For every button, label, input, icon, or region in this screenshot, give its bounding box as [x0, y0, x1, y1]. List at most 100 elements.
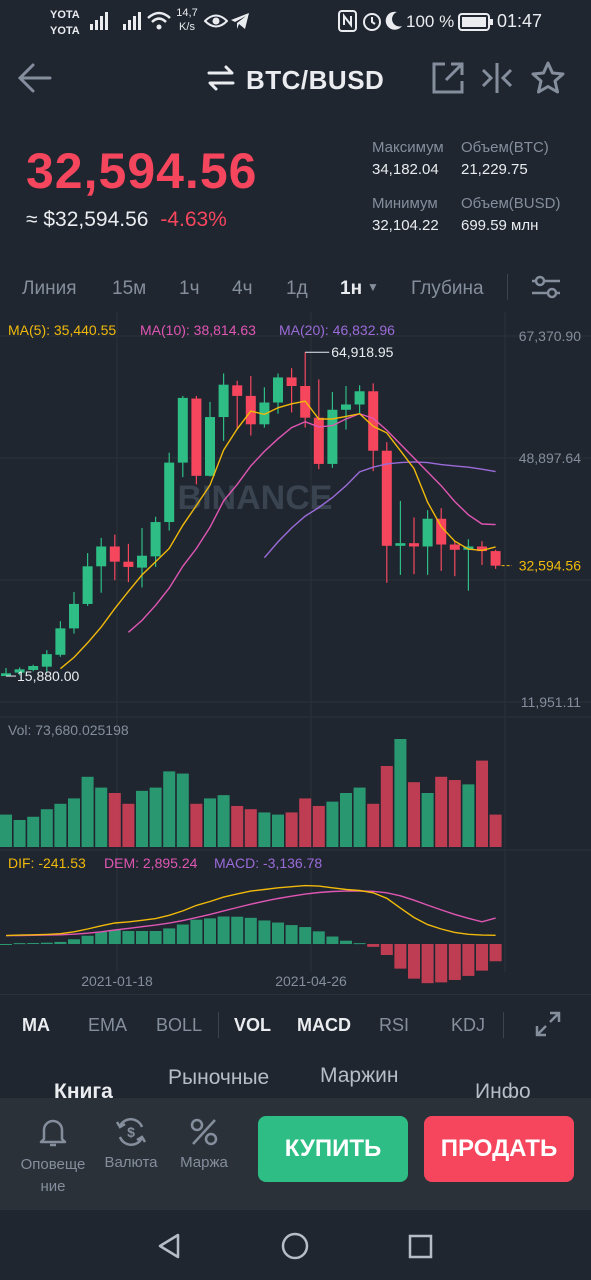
- candle-body: [28, 666, 39, 670]
- margin-button[interactable]: Маржа: [172, 1116, 236, 1171]
- macd-histogram-bar: [462, 944, 475, 976]
- tab-1w[interactable]: 1н ▼: [340, 278, 379, 300]
- volume-bar: [204, 798, 216, 847]
- tab-depth[interactable]: Глубина: [411, 278, 484, 299]
- macd-histogram-bar: [231, 916, 244, 944]
- buy-button[interactable]: КУПИТЬ: [258, 1116, 408, 1182]
- tab-1h[interactable]: 1ч: [179, 278, 200, 299]
- share-icon[interactable]: [431, 61, 465, 95]
- alerts-button[interactable]: Оповеще ние: [14, 1116, 92, 1198]
- candle-body: [69, 603, 79, 629]
- candle-body: [436, 518, 447, 545]
- current-price-label: 32,594.56: [519, 558, 581, 574]
- tab-market-trades[interactable]: Рыночные: [168, 1066, 270, 1089]
- volume-bar: [489, 814, 502, 847]
- high-value: 34,182.04: [372, 161, 439, 178]
- nfc-icon: [338, 10, 357, 32]
- candle-body: [449, 544, 460, 550]
- swap-icon[interactable]: [206, 64, 236, 92]
- date-label-1: 2021-01-18: [81, 973, 153, 989]
- alerts-label: Оповеще ние: [20, 1156, 86, 1195]
- date-label-2: 2021-04-26: [275, 973, 347, 989]
- indicator-ma[interactable]: MA: [22, 1015, 50, 1035]
- sell-button[interactable]: ПРОДАТЬ: [424, 1116, 574, 1182]
- candle-body: [313, 417, 324, 464]
- indicator-bar: [0, 994, 591, 1055]
- alarm-icon: [363, 13, 381, 31]
- macd-histogram-bar: [435, 944, 448, 983]
- volume-bar: [217, 795, 230, 847]
- candle-body: [341, 404, 351, 410]
- tab-15m[interactable]: 15м: [112, 278, 147, 299]
- volume-bar: [68, 798, 80, 847]
- candle-body: [218, 384, 229, 418]
- compare-icon[interactable]: [480, 61, 514, 95]
- nav-recent-icon[interactable]: [408, 1234, 434, 1260]
- indicator-kdj[interactable]: KDJ: [451, 1015, 486, 1035]
- macd-histogram-bar: [353, 943, 366, 945]
- macd-histogram-bar: [421, 944, 434, 984]
- macd-histogram-bar: [149, 931, 162, 944]
- candle-body: [286, 377, 297, 386]
- volume-bar: [476, 760, 488, 847]
- candle-body: [463, 546, 474, 550]
- candle-body: [259, 402, 270, 425]
- macd-histogram-bar: [394, 944, 407, 969]
- tab-1d[interactable]: 1д: [286, 278, 308, 299]
- back-arrow-icon[interactable]: [16, 62, 54, 94]
- indicator-vol[interactable]: VOL: [234, 1015, 272, 1035]
- ma10-line: [127, 412, 496, 633]
- tab-orderbook[interactable]: Книга: [54, 1080, 113, 1102]
- settings-sliders-icon[interactable]: [530, 274, 562, 300]
- macd-histogram-bar: [81, 935, 94, 944]
- currency-button[interactable]: $ Валюта: [98, 1116, 164, 1171]
- indicator-ema[interactable]: EMA: [88, 1015, 128, 1035]
- indicator-divider-2: [503, 1012, 504, 1038]
- vol-btc-value: 21,229.75: [461, 161, 528, 178]
- macd-histogram-bar: [122, 931, 135, 944]
- carrier-2: YOTA: [50, 25, 80, 37]
- candle-body: [205, 417, 215, 476]
- macd-histogram-bar: [190, 919, 203, 944]
- candle-body: [96, 546, 107, 567]
- macd-histogram-bar: [13, 943, 26, 945]
- volume-bar: [312, 805, 325, 847]
- nav-home-icon[interactable]: [281, 1232, 309, 1260]
- macd-histogram-bar: [326, 936, 339, 944]
- macd-histogram-bar: [176, 924, 189, 944]
- macd-histogram-bar: [299, 927, 312, 944]
- tab-info[interactable]: Инфо: [475, 1080, 531, 1102]
- pair-title[interactable]: BTC/BUSD: [246, 65, 385, 95]
- tab-margin[interactable]: Маржин: [320, 1064, 399, 1087]
- macd-histogram-bar: [204, 918, 216, 944]
- macd-layer: [0, 884, 502, 984]
- clock: 01:47: [497, 11, 543, 31]
- indicator-boll[interactable]: BOLL: [156, 1015, 203, 1035]
- low-marker-label: 15,880.00: [17, 668, 79, 684]
- candle-body: [191, 398, 202, 476]
- candle-body: [273, 377, 283, 403]
- candlestick-chart[interactable]: BINANCE MA(5): 35,440.55 MA(10): 38,814.…: [0, 312, 591, 990]
- volume-bar: [190, 803, 203, 847]
- candle-body: [164, 462, 175, 523]
- status-bar: YOTA YOTA 14,7 K/s 100 % 01:47: [0, 0, 591, 44]
- expand-icon[interactable]: [534, 1010, 562, 1038]
- indicator-rsi[interactable]: RSI: [379, 1015, 410, 1035]
- candle-body: [123, 561, 134, 567]
- tab-4h[interactable]: 4ч: [232, 278, 253, 299]
- volume-bar: [435, 776, 448, 847]
- candle-body: [327, 409, 338, 464]
- nav-back-icon[interactable]: [156, 1232, 182, 1260]
- macd-histogram-bar: [258, 920, 271, 944]
- tab-line[interactable]: Линия: [22, 278, 77, 299]
- battery-text: 100 %: [406, 12, 455, 31]
- candles-layer: [1, 352, 501, 677]
- volume-bar: [462, 784, 475, 847]
- star-icon[interactable]: [530, 60, 566, 96]
- indicator-macd[interactable]: MACD: [297, 1015, 351, 1035]
- vol-busd-label: Объем(BUSD): [461, 195, 561, 212]
- fiat-price: ≈ $32,594.56: [26, 208, 149, 231]
- candle-body: [477, 546, 487, 552]
- candle-body: [368, 391, 379, 451]
- macd-histogram-bar: [0, 944, 12, 945]
